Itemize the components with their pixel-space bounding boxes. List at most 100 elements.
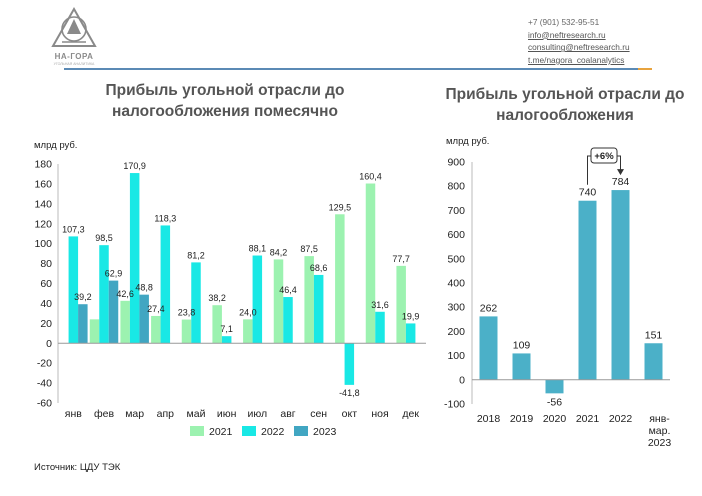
data-label: 129,5 — [329, 202, 352, 212]
data-label: 87,5 — [300, 244, 318, 254]
monthly-chart-title: Прибыль угольной отрасли до налогообложе… — [105, 82, 345, 120]
x-tick-label: янв — [65, 408, 82, 420]
company-logo: НА-ГОРА УГОЛЬНАЯ АНАЛИТИКА — [48, 6, 100, 70]
monthly-chart-unit: млрд руб. — [34, 140, 78, 151]
value-label: -56 — [547, 396, 562, 408]
y-tick-label: 100 — [34, 238, 52, 250]
y-tick-label: 200 — [447, 326, 465, 338]
bar-2021-апр — [151, 315, 161, 344]
x-tick-label: дек — [402, 408, 419, 420]
x-tick-label: 2020 — [543, 413, 567, 425]
bar-2021-май — [181, 319, 192, 344]
y-tick-label: 120 — [34, 218, 52, 230]
data-label: 81,2 — [187, 250, 205, 260]
annual-chart-unit: млрд руб. — [446, 136, 490, 147]
legend-label: 2023 — [313, 426, 337, 438]
bar-2020 — [545, 379, 564, 394]
logo-subtext: УГОЛЬНАЯ АНАЛИТИКА — [53, 62, 95, 66]
y-tick-label: 0 — [46, 338, 52, 350]
x-tick-label: мар — [125, 408, 144, 420]
bar-янв-мар. 2023 — [644, 343, 663, 380]
x-tick-label: 2018 — [477, 413, 501, 425]
data-label: 7,1 — [220, 324, 233, 334]
x-tick-label: июн — [217, 408, 237, 420]
contact-phone: +7 (901) 532-95-51 — [528, 17, 600, 27]
data-label: 39,2 — [74, 292, 92, 302]
data-label: 23,8 — [178, 308, 196, 318]
y-tick-label: -100 — [444, 399, 465, 411]
bar-2023-фев — [108, 280, 119, 344]
y-tick-label: 180 — [34, 159, 52, 171]
y-tick-label: -20 — [37, 358, 52, 370]
legend-label: 2021 — [209, 426, 233, 438]
x-tick-label: 2022 — [609, 413, 633, 425]
value-label: 151 — [645, 329, 663, 341]
data-label: 107,3 — [62, 224, 85, 234]
bar-2021-авг — [273, 259, 284, 344]
bar-2022-мар — [129, 173, 140, 344]
y-tick-label: 900 — [447, 157, 465, 169]
x-tick-label: авг — [280, 408, 295, 420]
bar-2022-авг — [283, 297, 293, 344]
source-note: Источник: ЦДУ ТЭК — [34, 462, 121, 473]
data-label: 24,0 — [239, 307, 257, 317]
y-tick-label: 40 — [40, 298, 52, 310]
bar-2022-июл — [252, 255, 263, 344]
bar-2021-сен — [304, 256, 314, 344]
annual-profit-chart: -100 0 100 200 300 400 500 600 700 800 900 262 109 -5… — [444, 147, 671, 449]
contact-email-info[interactable]: info@neftresearch.ru — [528, 29, 606, 40]
y-tick-label: 60 — [40, 278, 52, 290]
y-tick-label: 0 — [459, 374, 465, 386]
data-label: 88,1 — [249, 244, 267, 254]
bar-2022-дек — [405, 323, 416, 344]
bar-2021-окт — [335, 214, 345, 344]
legend-swatch-2022 — [242, 426, 256, 436]
bar-2021 — [578, 200, 597, 380]
contacts-block: +7 (901) 532-95-51 info@neftresearch.ru … — [528, 16, 630, 66]
legend-label: 2022 — [261, 426, 285, 438]
bar-2022-фев — [99, 245, 109, 344]
y-tick-label: 400 — [447, 278, 465, 290]
data-label: 19,9 — [402, 311, 420, 321]
bar-2022-апр — [160, 225, 171, 344]
legend-swatch-2023 — [294, 426, 308, 436]
bar-2021-фев — [89, 319, 100, 344]
contact-telegram-link[interactable]: t.me/nagora_coalanalytics — [528, 54, 625, 65]
y-tick-label: 500 — [447, 253, 465, 265]
data-label: 38,2 — [208, 293, 226, 303]
data-label: 118,3 — [154, 213, 176, 223]
bar-2021-июн — [212, 305, 222, 344]
mountain-logo-icon — [51, 6, 97, 47]
bar-2019 — [512, 353, 531, 380]
x-tick-label: июл — [248, 408, 268, 420]
y-tick-label: 600 — [447, 229, 465, 241]
bar-2022-янв — [68, 236, 79, 344]
value-label: 740 — [579, 187, 597, 199]
x-tick-label: мар. — [649, 425, 671, 437]
data-label: 170,9 — [123, 161, 146, 171]
x-tick-label: 2021 — [576, 413, 600, 425]
data-label: 84,2 — [270, 247, 288, 257]
bar-2021-дек — [396, 265, 406, 344]
growth-badge-box — [590, 147, 618, 164]
growth-badge-label: +6% — [594, 151, 614, 162]
contact-email-consulting[interactable]: consulting@neftresearch.ru — [528, 42, 630, 53]
x-tick-label: апр — [157, 408, 175, 420]
y-tick-label: 20 — [40, 318, 52, 330]
y-tick-label: -60 — [37, 398, 52, 410]
bar-2022 — [611, 190, 630, 380]
bar-2022-окт — [344, 343, 355, 385]
bar-2022-май — [191, 262, 201, 344]
header-divider — [64, 68, 638, 70]
y-tick-label: 80 — [40, 258, 52, 270]
x-tick-label: янв- — [649, 413, 670, 425]
bar-2018 — [479, 316, 498, 380]
bar-2022-ноя — [375, 311, 385, 344]
data-label: 160,4 — [359, 172, 382, 182]
data-label: 62,9 — [105, 269, 123, 279]
bar-2021-ноя — [365, 183, 376, 344]
y-tick-label: 800 — [447, 181, 465, 193]
growth-arrow-head-icon — [617, 169, 624, 176]
y-tick-label: 300 — [447, 302, 465, 314]
